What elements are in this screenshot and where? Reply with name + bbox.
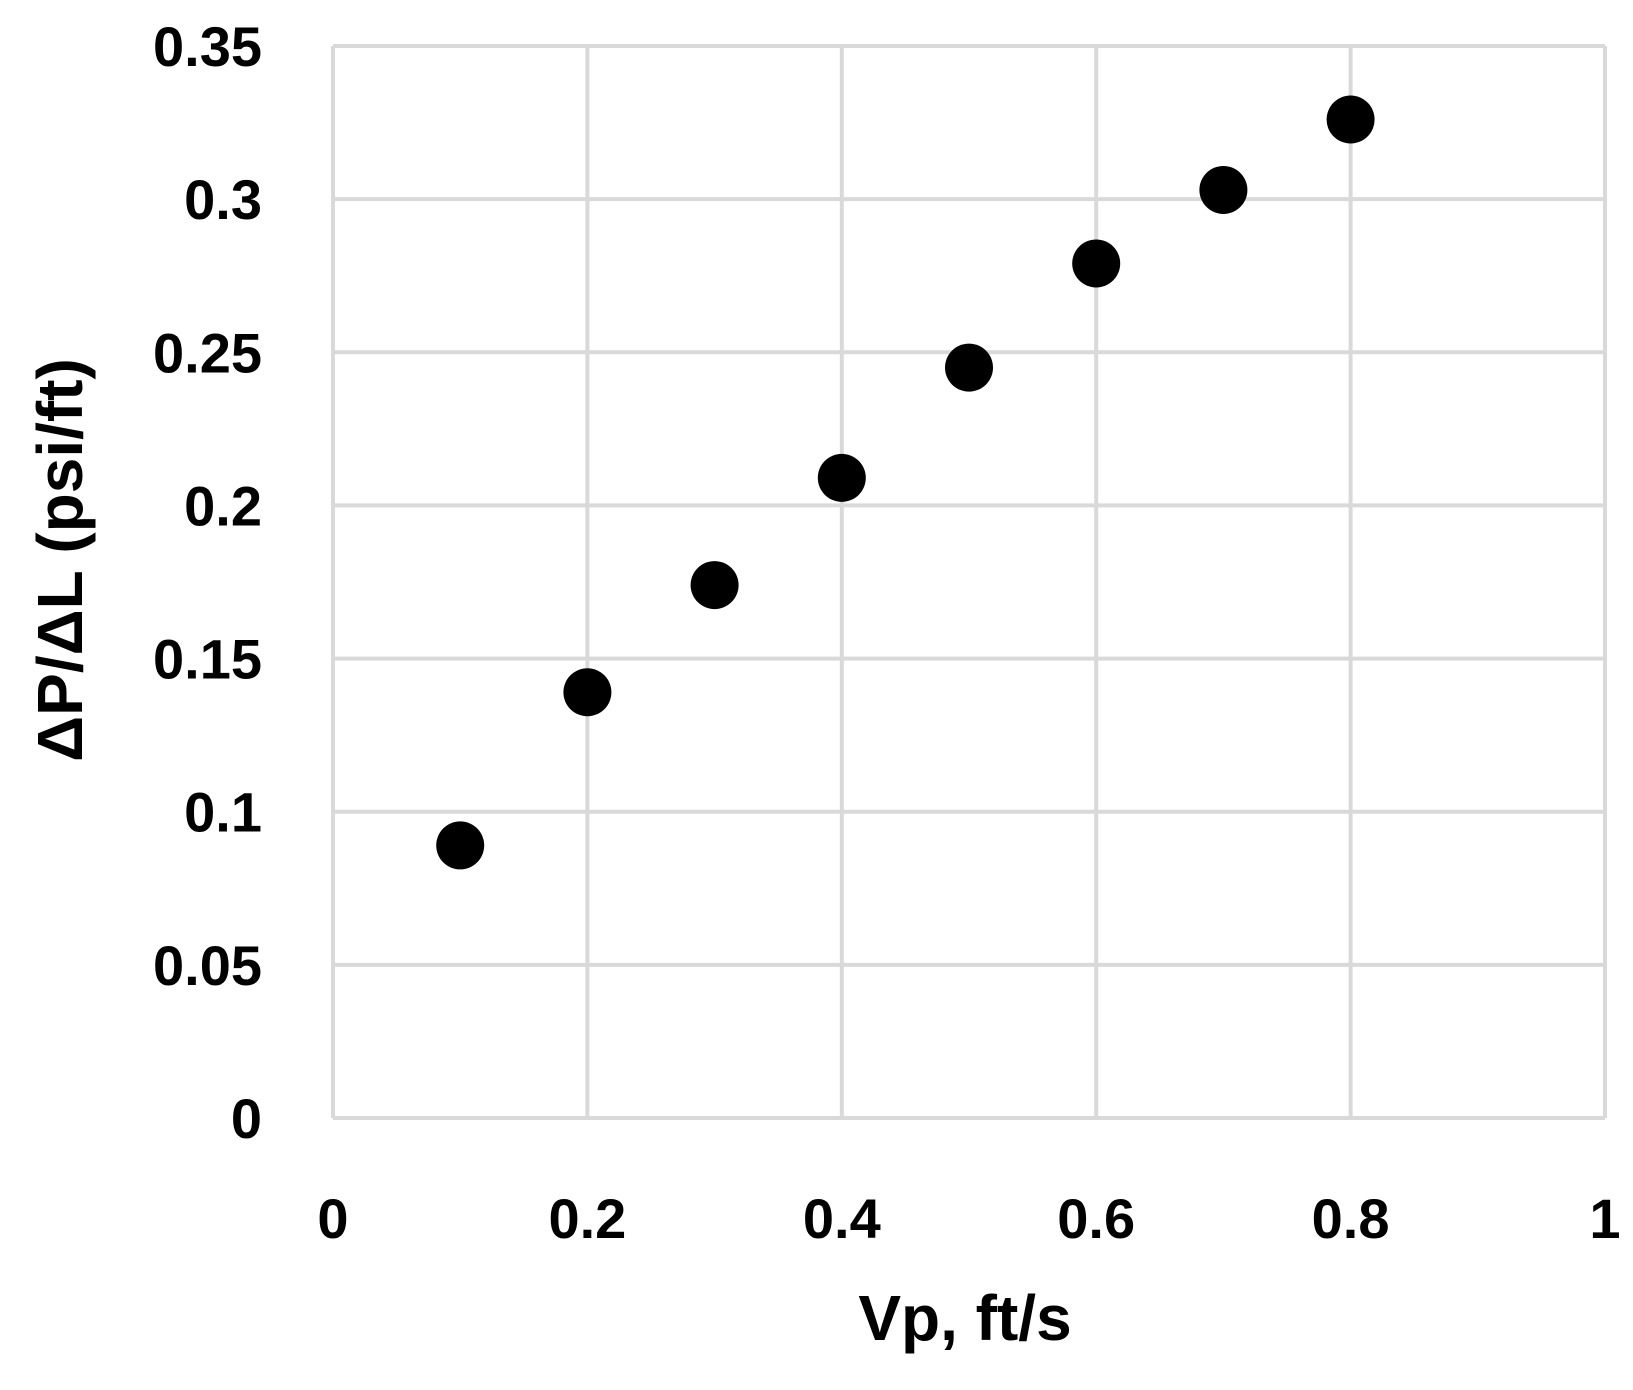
x-tick-label: 0.6 — [1057, 1187, 1135, 1250]
x-tick-label: 0.2 — [548, 1187, 626, 1250]
y-tick-label: 0.35 — [153, 15, 262, 78]
data-point — [1326, 95, 1375, 144]
data-point — [436, 821, 485, 870]
x-tick-label: 0.8 — [1312, 1187, 1390, 1250]
data-point — [817, 453, 866, 502]
x-tick-label: 0.4 — [803, 1187, 881, 1250]
data-point — [945, 343, 993, 392]
y-tick-label: 0.25 — [153, 321, 262, 384]
x-tick-label: 1 — [1589, 1187, 1620, 1250]
x-axis-title: Vp, ft/s — [858, 1282, 1071, 1354]
data-point — [1072, 239, 1121, 288]
y-tick-label: 0.3 — [184, 168, 262, 231]
y-tick-label: 0.1 — [184, 781, 262, 844]
tick-labels: 0 0.2 0.4 0.6 0.8 1 0 0.05 0.1 0.15 0.2 0.25 0.3 0.35 — [153, 15, 1621, 1250]
grid-lines — [331, 44, 1607, 1120]
y-tick-label: 0.2 — [184, 474, 262, 537]
data-point — [563, 668, 612, 717]
data-point — [690, 561, 739, 610]
y-tick-label: 0.15 — [153, 628, 262, 691]
y-tick-label: 0.05 — [153, 934, 262, 997]
y-tick-label: 0 — [231, 1087, 262, 1150]
x-tick-label: 0 — [317, 1187, 348, 1250]
y-axis-title: ΔP/ΔL (psi/ft) — [24, 358, 96, 762]
data-point — [1199, 165, 1248, 214]
data-points — [436, 95, 1375, 870]
